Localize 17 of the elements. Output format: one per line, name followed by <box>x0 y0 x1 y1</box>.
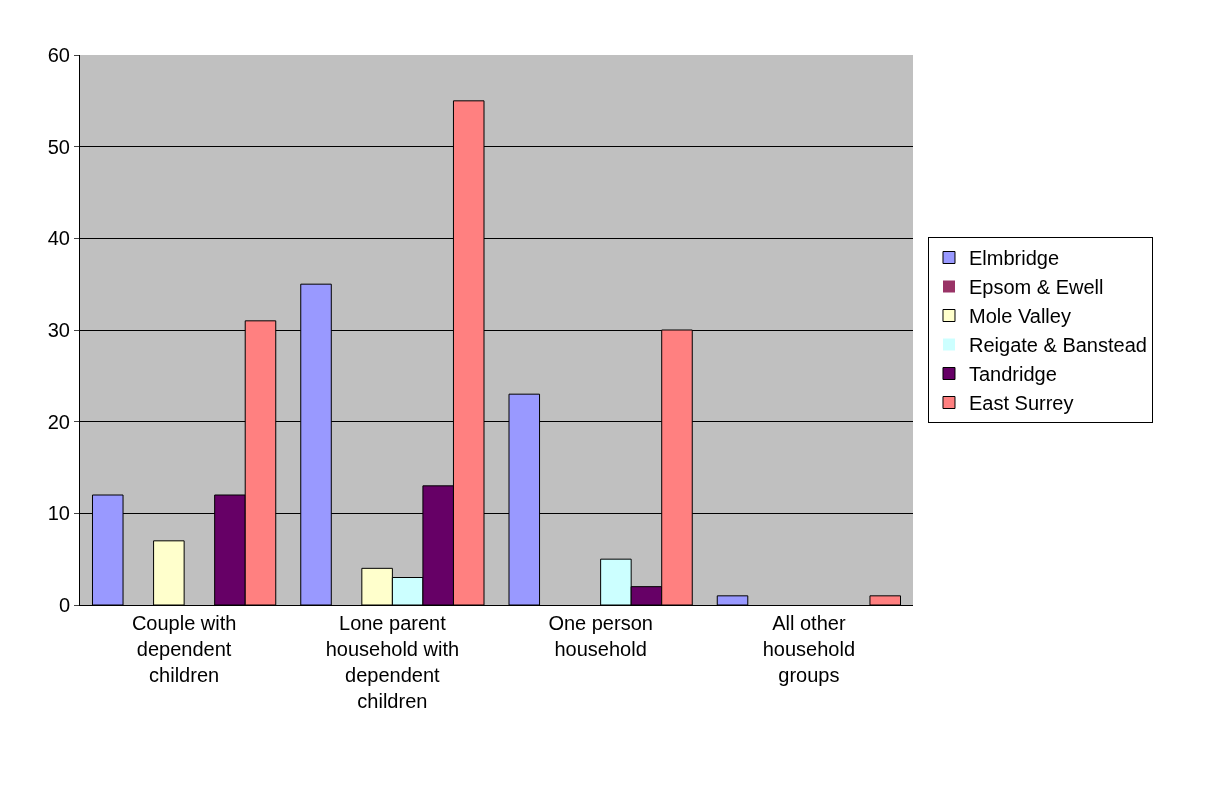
legend-label: Epsom & Ewell <box>968 276 1104 299</box>
legend-label: Mole Valley <box>968 305 1071 328</box>
x-tick-label: All other household groups <box>762 612 856 686</box>
y-tick-label: 40 <box>47 227 70 250</box>
y-tick-label: 30 <box>47 319 70 341</box>
y-tick-label: 20 <box>47 410 70 433</box>
y-tick-label: 60 <box>47 44 70 66</box>
x-tick-label: Lone parent household with dependent children <box>325 612 460 712</box>
legend-label: Reigate & Banstead <box>968 334 1147 357</box>
y-tick-label: 10 <box>47 502 70 525</box>
y-tick-label: 0 <box>58 594 70 616</box>
legend-label: Elmbridge <box>968 247 1060 270</box>
x-tick-label: One person household <box>548 612 653 660</box>
legend-label: Tandridge <box>968 363 1057 386</box>
x-tick-label: Couple with dependent children <box>131 612 237 686</box>
y-tick-label: 50 <box>47 135 70 158</box>
legend-label: East Surrey <box>968 392 1074 415</box>
